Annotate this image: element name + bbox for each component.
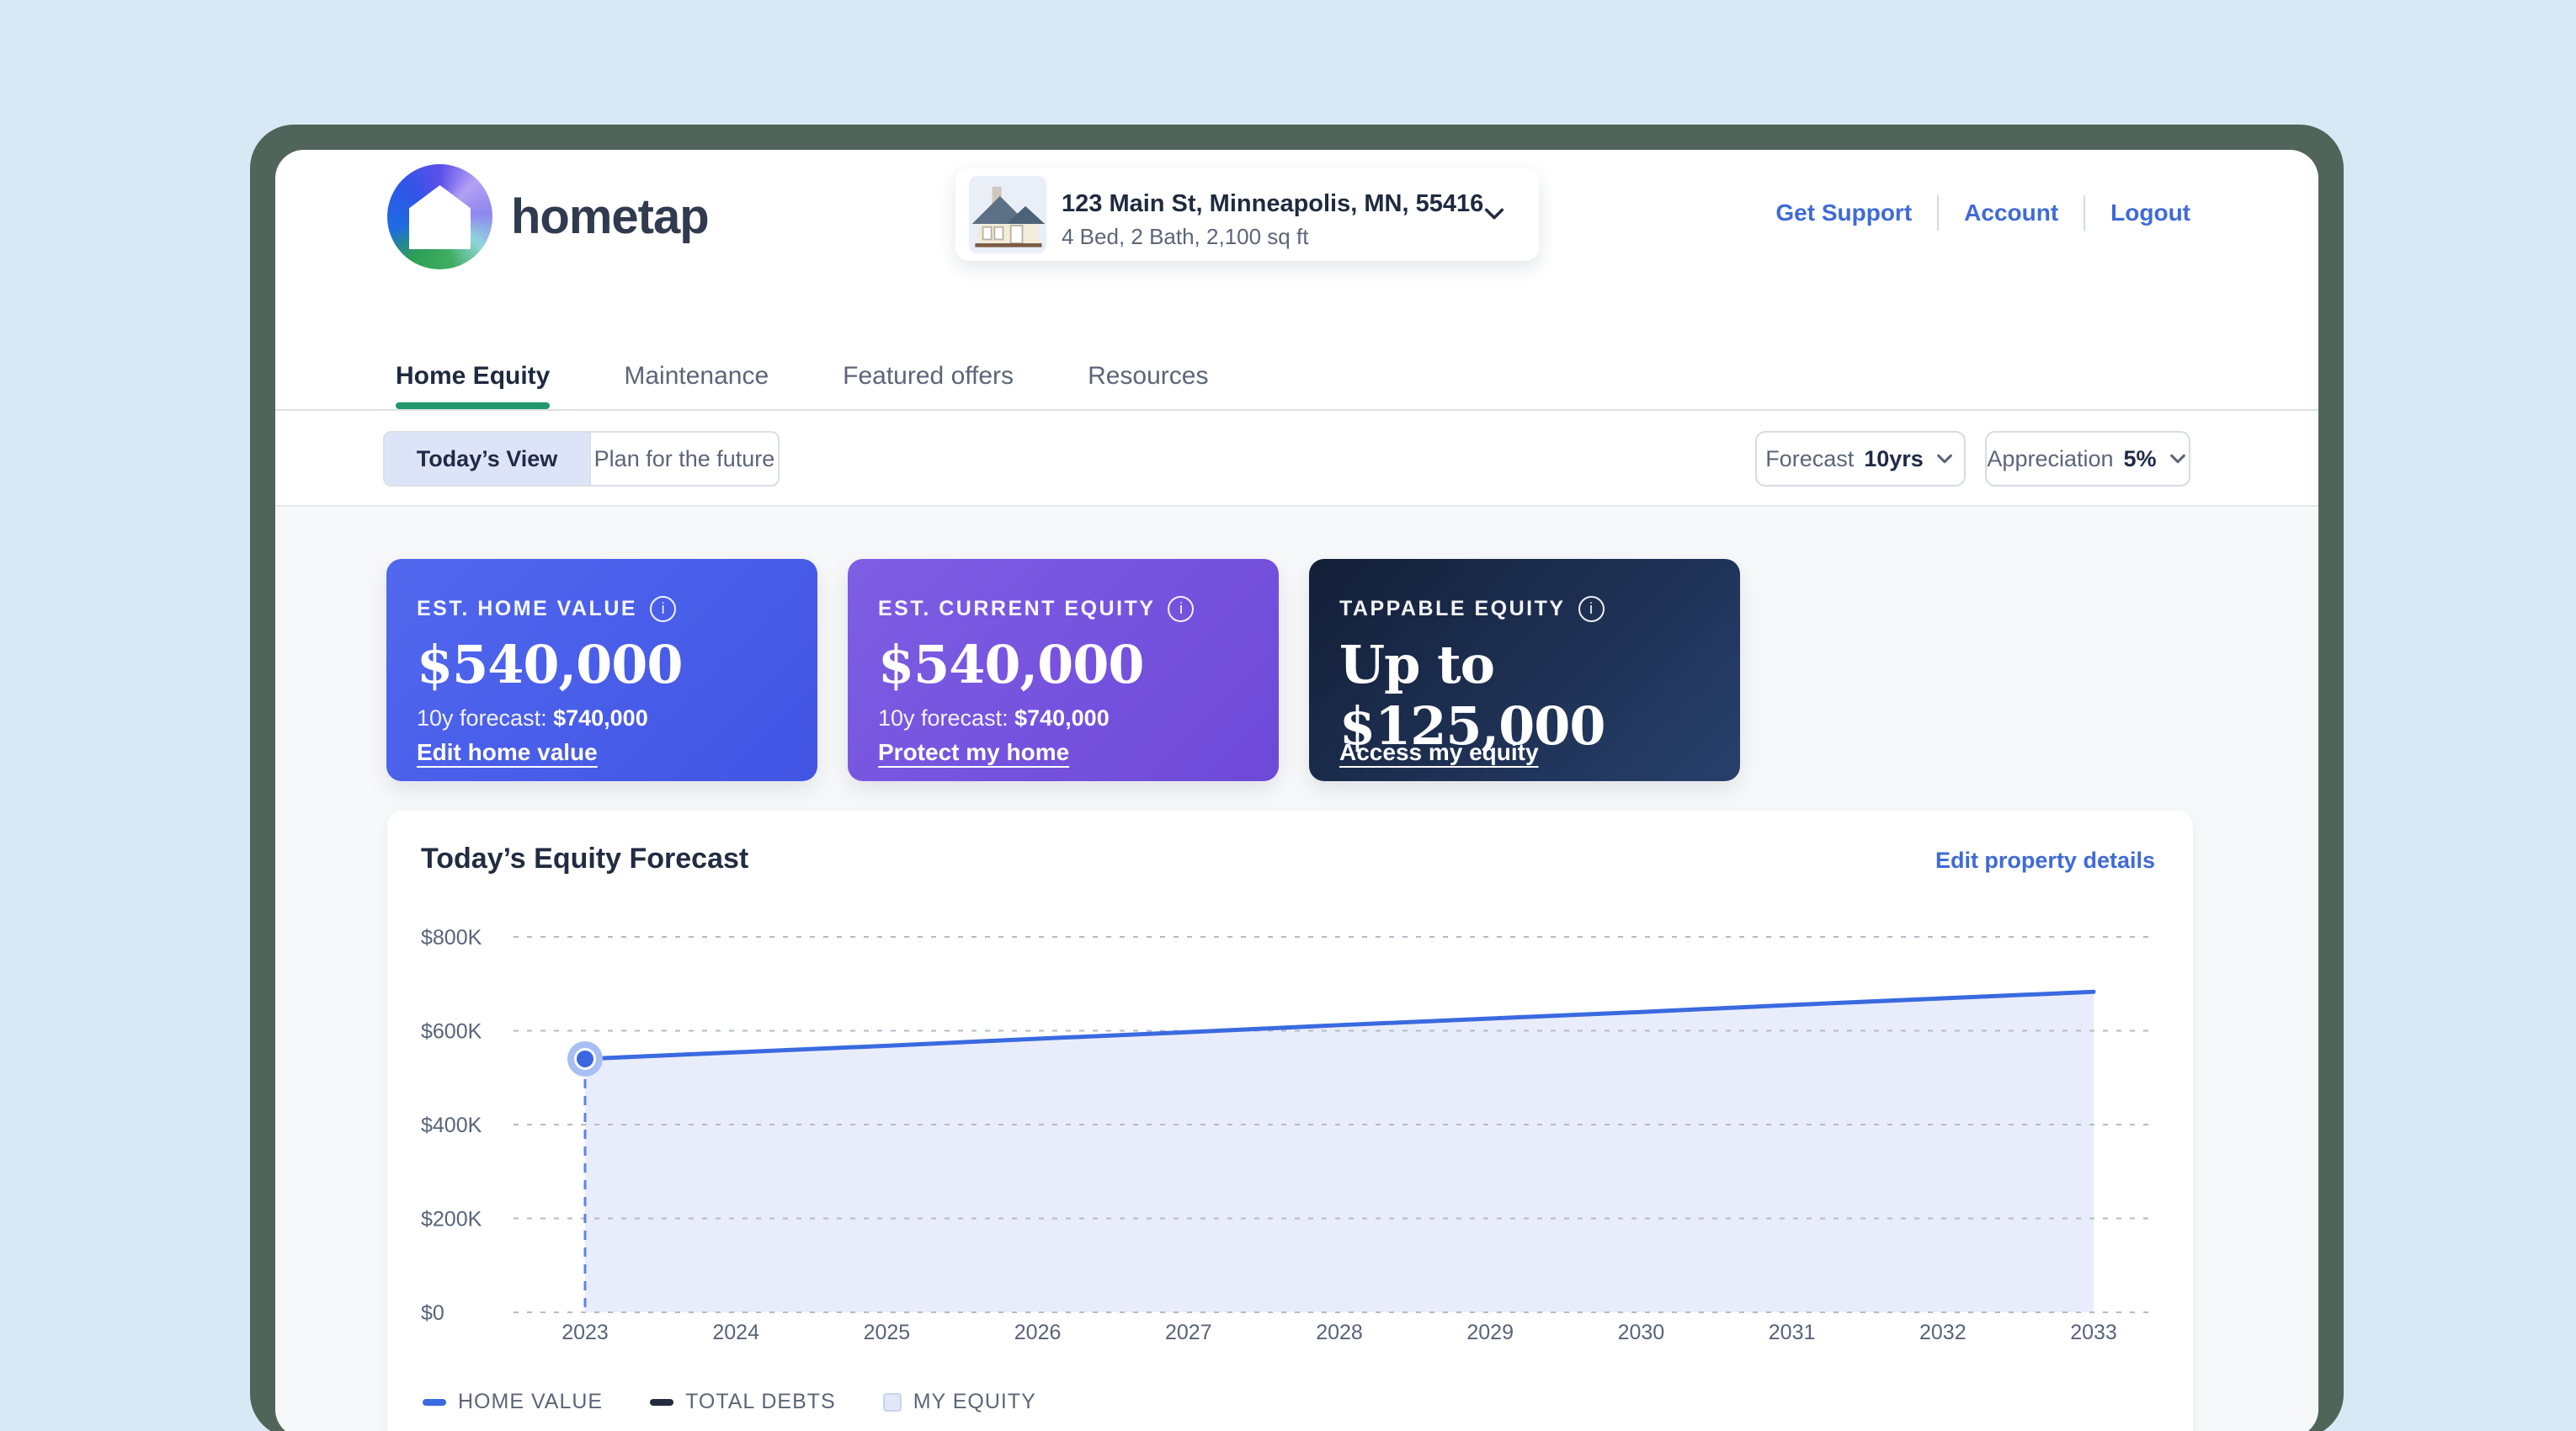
x-axis-label: 2029 <box>1466 1321 1514 1344</box>
card-label: TAPPABLE EQUITY <box>1339 597 1566 620</box>
chevron-down-icon <box>1936 454 1952 464</box>
chevron-down-icon[interactable] <box>1480 202 1509 226</box>
edit-home-value-link[interactable]: Edit home value <box>417 739 598 765</box>
access-my-equity-link[interactable]: Access my equity <box>1339 739 1539 765</box>
card-value: $540,000 <box>878 634 1145 695</box>
x-axis-label: 2030 <box>1618 1321 1665 1344</box>
toolbar: Today’s View Plan for the future Forecast… <box>275 411 2318 507</box>
chevron-down-icon <box>2169 454 2185 464</box>
nav-divider <box>1937 195 1940 231</box>
equity-chart: $800K $600K $400K $200K $0 2023 2024 2025 2026 20… <box>421 926 2155 1344</box>
forecast-dropdown[interactable]: Forecast 10yrs <box>1755 431 1966 487</box>
legend-total-debts: TOTAL DEBTS <box>650 1390 836 1414</box>
edit-property-details-link[interactable]: Edit property details <box>1935 848 2155 873</box>
forecast-value: 10yrs <box>1864 445 1924 471</box>
chart-title: Today’s Equity Forecast <box>421 843 749 875</box>
hometap-logo-icon <box>387 164 492 269</box>
card-est-home-value: EST. HOME VALUE i $540,000 10y forecast: $7… <box>386 559 817 781</box>
legend-swatch <box>882 1392 902 1412</box>
legend-swatch <box>650 1398 674 1406</box>
appreciation-label: Appreciation <box>1987 445 2114 471</box>
toggle-plan-for-the-future[interactable]: Plan for the future <box>589 433 778 485</box>
house-icon <box>409 185 471 249</box>
active-tab-underline <box>396 402 551 409</box>
property-photo <box>969 176 1046 253</box>
legend-home-value: HOME VALUE <box>423 1390 603 1414</box>
tab-maintenance[interactable]: Maintenance <box>624 362 769 390</box>
protect-my-home-link[interactable]: Protect my home <box>878 739 1070 765</box>
x-axis-label: 2032 <box>1919 1321 1967 1344</box>
y-axis-label: $800K <box>421 926 482 950</box>
chart-start-marker[interactable] <box>567 1040 603 1077</box>
tabs: Home Equity Maintenance Featured offers Res… <box>396 362 1208 409</box>
tab-home-equity[interactable]: Home Equity <box>396 362 551 409</box>
card-tappable-equity: TAPPABLE EQUITY i Up to $125,000 Access my … <box>1309 559 1740 781</box>
card-forecast: 10y forecast: $740,000 <box>878 705 1110 731</box>
x-axis-label: 2023 <box>562 1321 609 1344</box>
house-illustration <box>971 186 1046 247</box>
y-axis-label: $0 <box>421 1301 444 1325</box>
legend-label: MY EQUITY <box>913 1390 1036 1413</box>
card-label: EST. CURRENT EQUITY <box>878 597 1156 620</box>
my-equity-area <box>585 992 2094 1312</box>
x-axis-label: 2025 <box>864 1321 911 1344</box>
x-axis-label: 2028 <box>1316 1321 1363 1344</box>
appreciation-dropdown[interactable]: Appreciation 5% <box>1985 431 2190 487</box>
legend-label: HOME VALUE <box>458 1390 604 1413</box>
y-axis-label: $400K <box>421 1114 482 1137</box>
card-label: EST. HOME VALUE <box>417 597 638 620</box>
x-axis-label: 2026 <box>1014 1321 1062 1344</box>
equity-forecast-card: Today’s Equity Forecast Edit property de… <box>387 811 2193 1431</box>
view-toggle: Today’s View Plan for the future <box>383 431 780 487</box>
property-address: 123 Main St, Minneapolis, MN, 55416 <box>1062 190 1484 217</box>
home-value-line <box>583 989 2096 1061</box>
tab-resources[interactable]: Resources <box>1088 362 1209 390</box>
x-axis-label: 2027 <box>1165 1321 1212 1344</box>
x-axis-label: 2033 <box>2070 1321 2117 1344</box>
property-selector[interactable]: 123 Main St, Minneapolis, MN, 55416 4 Be… <box>955 168 1539 261</box>
toggle-today-s-view[interactable]: Today’s View <box>385 433 589 485</box>
top-nav: Get Support Account Logout <box>1775 195 2190 231</box>
chart-legend: HOME VALUE TOTAL DEBTS MY EQUITY <box>423 1390 1036 1414</box>
appreciation-value: 5% <box>2123 445 2157 471</box>
legend-label: TOTAL DEBTS <box>685 1390 836 1413</box>
tab-featured-offers[interactable]: Featured offers <box>843 362 1014 390</box>
info-icon[interactable]: i <box>1168 596 1195 622</box>
card-est-current-equity: EST. CURRENT EQUITY i $540,000 10y forecast… <box>848 559 1279 781</box>
legend-my-equity: MY EQUITY <box>882 1390 1036 1414</box>
legend-swatch <box>423 1398 446 1406</box>
info-icon[interactable]: i <box>650 596 677 622</box>
y-axis-label: $600K <box>421 1020 482 1044</box>
app-window: hometap 123 Main St, Minneapolis, MN, 55… <box>275 150 2318 1431</box>
y-axis-label: $200K <box>421 1208 482 1232</box>
forecast-label: Forecast <box>1765 445 1855 471</box>
logo-wordmark: hometap <box>511 189 710 244</box>
tabs-divider <box>275 409 2318 411</box>
property-details: 4 Bed, 2 Bath, 2,100 sq ft <box>1062 224 1309 249</box>
card-forecast: 10y forecast: $740,000 <box>417 705 648 731</box>
x-axis-label: 2031 <box>1769 1321 1816 1344</box>
card-value: $540,000 <box>417 634 684 695</box>
summary-cards: EST. HOME VALUE i $540,000 10y forecast: $7… <box>386 559 1740 781</box>
nav-divider <box>2084 195 2086 231</box>
info-icon[interactable]: i <box>1578 596 1605 622</box>
nav-link-get-support[interactable]: Get Support <box>1775 199 1913 226</box>
card-value: Up to $125,000 <box>1339 634 1606 757</box>
x-axis-label: 2024 <box>712 1321 759 1344</box>
nav-link-logout[interactable]: Logout <box>2110 199 2190 226</box>
nav-link-account[interactable]: Account <box>1964 199 2059 226</box>
hometap-logo: hometap <box>387 164 710 269</box>
